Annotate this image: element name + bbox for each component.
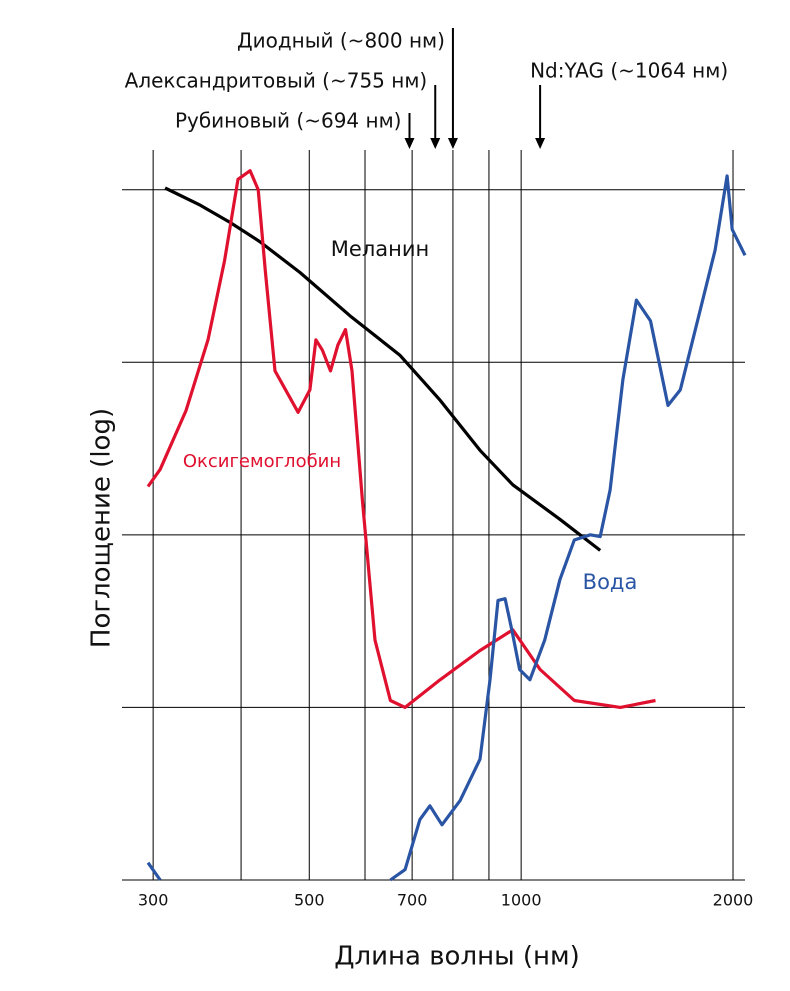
x-tick-label: 300 bbox=[138, 891, 169, 910]
laser-label: Александритовый (~755 нм) bbox=[125, 69, 428, 93]
laser-arrowhead bbox=[430, 138, 441, 149]
laser-label: Диодный (~800 нм) bbox=[237, 29, 445, 53]
x-tick-label: 1000 bbox=[501, 891, 542, 910]
series-label: Меланин bbox=[331, 237, 429, 261]
series-label: Вода bbox=[583, 570, 638, 594]
y-axis-title: Поглощение (log) bbox=[87, 408, 117, 648]
series-line bbox=[146, 169, 656, 709]
x-tick-label: 500 bbox=[294, 891, 325, 910]
series-line bbox=[146, 174, 747, 882]
laser-label: Nd:YAG (~1064 нм) bbox=[530, 59, 728, 83]
series-line bbox=[164, 186, 602, 552]
x-tick-label: 700 bbox=[397, 891, 428, 910]
laser-arrowhead bbox=[535, 138, 546, 149]
laser-arrowhead bbox=[447, 138, 458, 149]
series-label: Оксигемоглобин bbox=[183, 451, 341, 472]
x-tick-label: 2000 bbox=[713, 891, 754, 910]
laser-arrowhead bbox=[404, 138, 415, 149]
laser-label: Рубиновый (~694 нм) bbox=[175, 109, 402, 133]
x-axis-title: Длина волны (нм) bbox=[334, 942, 580, 972]
